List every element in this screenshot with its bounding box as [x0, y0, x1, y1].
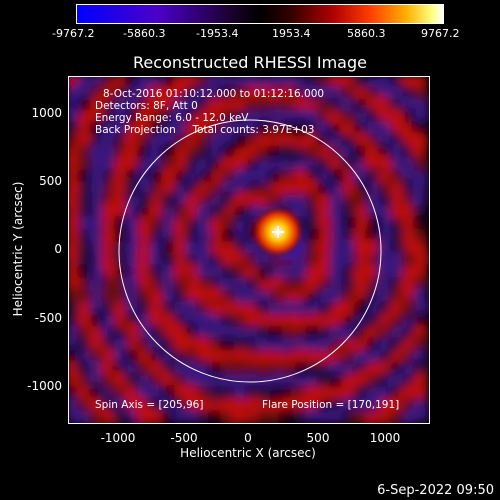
x-tick-label: 500	[306, 431, 330, 445]
plot-title: Reconstructed RHESSI Image	[133, 53, 367, 72]
rhessi-image	[69, 77, 429, 423]
image-plot	[68, 76, 430, 424]
y-tick-label: -500	[34, 311, 62, 325]
colorbar-tick: -9767.2	[52, 27, 95, 40]
x-tick-label: 0	[244, 431, 252, 445]
x-tick-label: -1000	[100, 431, 136, 445]
y-tick-label: 1000	[31, 106, 62, 120]
x-tick-label: 1000	[369, 431, 401, 445]
info-line-detectors: Detectors: 8F, Att 0	[95, 100, 198, 112]
solar-limb-circle	[118, 119, 382, 383]
y-tick-label: 500	[39, 174, 62, 188]
timestamp: 6-Sep-2022 09:50	[377, 483, 494, 498]
colorbar	[76, 4, 444, 24]
x-tick-label: -500	[170, 431, 198, 445]
colorbar-tick: 1953.4	[272, 27, 311, 40]
colorbar-tick: -5860.3	[123, 27, 166, 40]
y-axis-label: Heliocentric Y (arcsec)	[11, 181, 25, 317]
y-tick-label: -1000	[27, 379, 62, 393]
colorbar-tick: -1953.4	[196, 27, 239, 40]
info-line-method: Back Projection Total counts: 3.97E+03	[95, 124, 315, 136]
colorbar-tick: 5860.3	[347, 27, 386, 40]
info-line-energy: Energy Range: 6.0 - 12.0 keV	[95, 112, 249, 124]
spin-axis-label: Spin Axis = [205,96]	[95, 399, 204, 411]
flare-position-marker	[272, 226, 284, 238]
x-axis-label: Heliocentric X (arcsec)	[180, 446, 316, 460]
colorbar-gradient	[77, 5, 443, 23]
colorbar-tick: 9767.2	[421, 27, 460, 40]
info-line-time: 8-Oct-2016 01:10:12.000 to 01:12:16.000	[103, 88, 325, 100]
flare-position-label: Flare Position = [170,191]	[262, 399, 400, 411]
y-tick-label: 0	[54, 242, 62, 256]
